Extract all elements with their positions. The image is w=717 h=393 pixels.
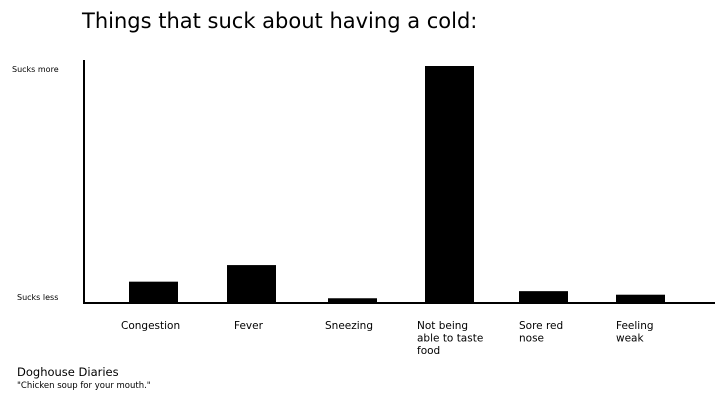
y-tick-bottom-label: Sucks less (17, 293, 58, 302)
category-label-5: Sore red nose (519, 320, 563, 345)
category-label-line: Sore red (519, 320, 563, 332)
category-label-line: nose (519, 333, 544, 345)
category-labels: Congestion Fever Sneezing Not being able to … (121, 320, 654, 357)
category-label-line: food (417, 345, 440, 357)
bar-6 (616, 294, 665, 303)
credit-name: Doghouse Diaries (17, 365, 119, 379)
credit-tagline: "Chicken soup for your mouth." (17, 381, 151, 391)
category-label-1: Congestion (121, 320, 180, 332)
bar-3 (328, 298, 377, 303)
category-label-6: Feeling weak (616, 320, 654, 345)
bar-1 (129, 281, 178, 303)
bar-5 (519, 291, 568, 303)
bar-2 (227, 265, 276, 303)
category-label-2: Fever (234, 320, 264, 332)
category-label-line: Not being (417, 320, 468, 332)
category-label-3: Sneezing (325, 320, 373, 332)
category-label-4: Not being able to taste food (417, 320, 483, 357)
category-label-line: Congestion (121, 320, 180, 332)
category-label-line: Fever (234, 320, 264, 332)
y-tick-top-label: Sucks more (12, 65, 59, 74)
category-label-line: Feeling (616, 320, 654, 332)
bar-4 (425, 66, 474, 303)
category-label-line: able to taste (417, 333, 483, 345)
bars-layer (129, 66, 665, 303)
chart-title: Things that suck about having a cold: (81, 9, 477, 33)
category-label-line: Sneezing (325, 320, 373, 332)
category-label-line: weak (616, 333, 644, 345)
